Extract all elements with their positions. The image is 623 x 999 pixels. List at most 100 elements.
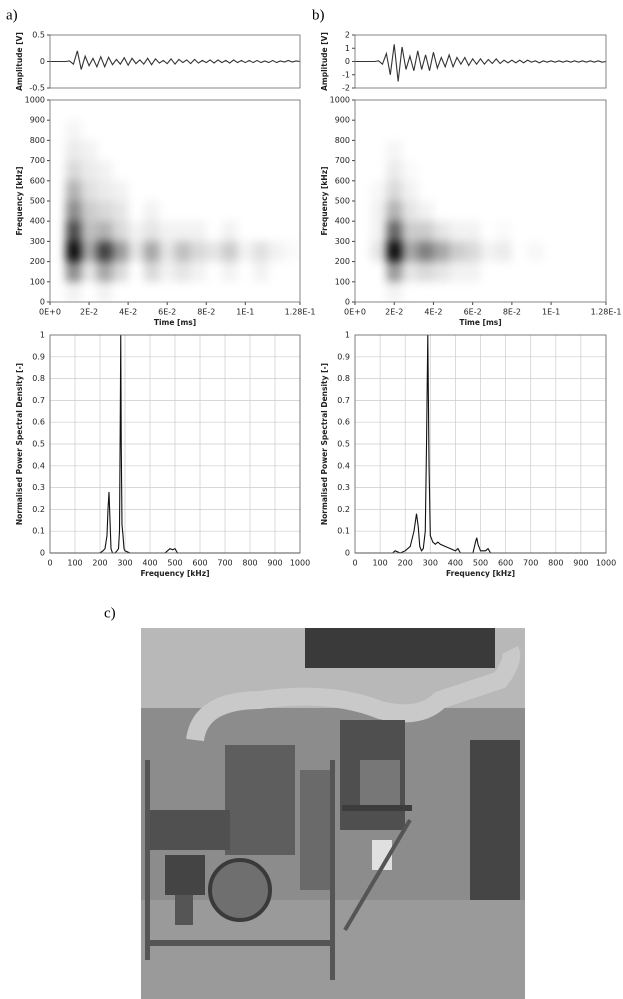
heatmap-cell — [481, 221, 497, 241]
x-tick-label: 300 — [423, 559, 438, 568]
heatmap-cell — [371, 100, 387, 120]
plot-frame — [354, 34, 607, 89]
heatmap-cell — [402, 180, 418, 201]
heatmap-cell — [449, 100, 465, 120]
heatmap-cell — [206, 201, 222, 221]
heatmap-cell — [96, 281, 113, 302]
y-tick-label: 0.6 — [32, 418, 45, 427]
photo-box — [175, 895, 193, 925]
heatmap-cell — [238, 201, 254, 221]
y-axis-title: Frequency [kHz] — [15, 167, 24, 236]
x-tick-label: 0 — [352, 559, 357, 568]
heatmap-cell — [284, 201, 300, 221]
heatmap-cell — [159, 100, 175, 120]
y-tick-label: 200 — [335, 257, 350, 266]
heatmap-cell — [238, 100, 254, 120]
x-tick-label: 8E-2 — [197, 308, 215, 317]
heatmap-cell — [253, 241, 269, 262]
heatmap-cell — [50, 262, 66, 282]
heatmap-cell — [128, 140, 144, 160]
heatmap-cell — [512, 140, 528, 160]
heatmap-cell — [191, 282, 207, 302]
heatmap-cell — [159, 282, 175, 302]
heatmap-cell — [221, 221, 238, 242]
heatmap-cell — [590, 282, 606, 302]
heatmap-cell — [512, 282, 528, 302]
x-tick-label: 4E-2 — [119, 308, 137, 317]
y-tick-label: 0 — [345, 298, 350, 307]
heatmap-cell — [512, 181, 528, 201]
heatmap-cell — [65, 120, 82, 141]
x-tick-label: 400 — [448, 559, 463, 568]
heatmap-cell — [575, 201, 591, 221]
heatmap-cell — [97, 100, 113, 120]
heatmap-cell — [575, 181, 591, 201]
heatmap-cell — [96, 221, 113, 242]
heatmap-cell — [65, 281, 82, 302]
heatmap-cell — [449, 120, 465, 140]
heatmap-cell — [112, 221, 129, 242]
heatmap-cell — [418, 140, 434, 160]
heatmap-cell — [355, 181, 371, 201]
heatmap-cell — [222, 140, 238, 160]
heatmap-cell — [496, 100, 512, 120]
heatmap-cell — [144, 181, 160, 201]
heatmap-cell — [528, 201, 544, 221]
heatmap-cell — [65, 241, 82, 262]
y-tick-label: 0.5 — [337, 440, 350, 449]
x-tick-label: 1.28E-1 — [285, 308, 316, 317]
heatmap-cell — [528, 120, 544, 140]
y-tick-label: -1 — [342, 70, 350, 79]
heatmap-cell — [128, 100, 144, 120]
heatmap-cell — [81, 180, 97, 201]
heatmap-cell — [543, 100, 559, 120]
heatmap-cell — [206, 221, 222, 241]
heatmap-cell — [65, 201, 82, 222]
y-tick-label: 1 — [40, 331, 45, 340]
heatmap-cell — [66, 100, 82, 120]
heatmap-cell — [96, 261, 113, 282]
heatmap-cell — [559, 201, 575, 221]
heatmap-cell — [269, 120, 285, 140]
heatmap-cell — [433, 100, 449, 120]
heatmap-cell — [238, 282, 254, 302]
heatmap-cell — [543, 161, 559, 181]
y-tick-label: 0.2 — [337, 505, 350, 514]
heatmap-cell — [559, 282, 575, 302]
x-tick-label: 200 — [92, 559, 107, 568]
heatmap-cell — [386, 281, 403, 302]
heatmap-cell — [159, 120, 175, 140]
heatmap-cell — [238, 140, 254, 160]
heatmap-cell — [81, 261, 97, 282]
x-tick-label: 6E-2 — [464, 308, 482, 317]
heatmap-cell — [355, 140, 371, 160]
heatmap-cell — [50, 120, 66, 140]
heatmap-cell — [191, 181, 207, 201]
plot-frame — [49, 34, 301, 89]
heatmap-cell — [206, 120, 222, 140]
heatmap-cell — [355, 161, 371, 181]
y-tick-label: 1 — [345, 44, 350, 53]
heatmap-cell — [543, 282, 559, 302]
heatmap-cell — [496, 201, 512, 221]
heatmap-cell — [128, 201, 144, 221]
x-tick-label: 600 — [192, 559, 207, 568]
heatmap — [50, 100, 300, 302]
x-axis-title: Frequency [kHz] — [141, 569, 210, 578]
heatmap-cell — [449, 261, 465, 282]
heatmap-cell — [144, 100, 160, 120]
heatmap-cell — [575, 282, 591, 302]
y-tick-label: 0.7 — [32, 396, 45, 405]
photo-frame — [145, 940, 335, 946]
x-tick-label: 1E-1 — [236, 308, 254, 317]
heatmap-cell — [284, 282, 300, 302]
heatmap-cell — [496, 140, 512, 160]
heatmap-cell — [237, 241, 254, 262]
heatmap-cell — [590, 221, 606, 241]
heatmap-cell — [386, 140, 403, 161]
heatmap-cell — [96, 241, 113, 262]
heatmap-cell — [496, 241, 512, 262]
heatmap-cell — [50, 282, 66, 302]
y-tick-label: 0 — [345, 549, 350, 558]
heatmap-cell — [512, 262, 528, 282]
